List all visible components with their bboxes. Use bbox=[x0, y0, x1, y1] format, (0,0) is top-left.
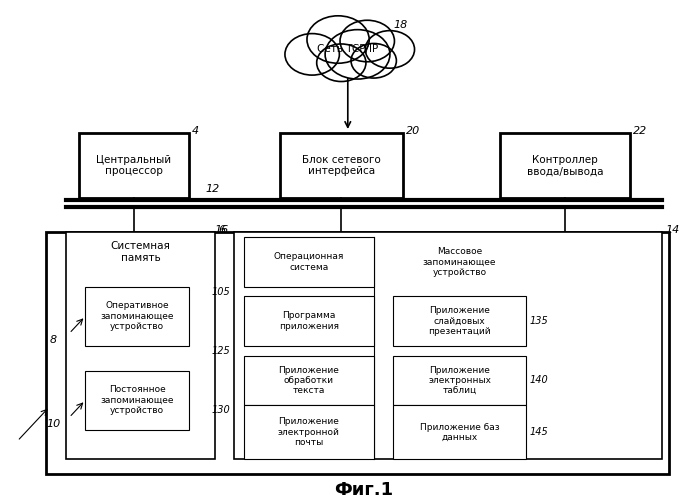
Text: Сеть TCP/IP: Сеть TCP/IP bbox=[317, 44, 378, 54]
Bar bbox=[244, 405, 374, 460]
Bar bbox=[393, 356, 526, 405]
Text: 125: 125 bbox=[212, 346, 230, 356]
Bar bbox=[235, 232, 662, 460]
Circle shape bbox=[325, 30, 390, 79]
Text: 14: 14 bbox=[665, 224, 680, 234]
Bar bbox=[85, 370, 189, 430]
Bar bbox=[280, 134, 403, 198]
Text: 4: 4 bbox=[192, 126, 200, 136]
Text: 10: 10 bbox=[47, 419, 61, 429]
Bar bbox=[79, 134, 189, 198]
Circle shape bbox=[307, 16, 369, 63]
Bar bbox=[244, 237, 374, 286]
Text: Программа
приложения: Программа приложения bbox=[279, 312, 339, 331]
Bar bbox=[393, 296, 526, 346]
Text: Приложение
электронной
почты: Приложение электронной почты bbox=[278, 418, 340, 447]
Bar bbox=[393, 405, 526, 460]
Text: Системная
память: Системная память bbox=[111, 241, 171, 263]
Bar bbox=[244, 296, 374, 346]
Bar bbox=[500, 134, 630, 198]
Text: Контроллер
ввода/вывода: Контроллер ввода/вывода bbox=[526, 154, 603, 176]
Text: Постоянное
запоминающее
устройство: Постоянное запоминающее устройство bbox=[100, 386, 174, 415]
Circle shape bbox=[351, 44, 396, 78]
Text: 105: 105 bbox=[212, 286, 230, 296]
Text: Операционная
система: Операционная система bbox=[274, 252, 344, 272]
Text: 16: 16 bbox=[215, 224, 229, 234]
Text: Приложение
электронных
таблиц: Приложение электронных таблиц bbox=[428, 366, 491, 396]
Text: 12: 12 bbox=[205, 184, 219, 194]
Bar bbox=[66, 232, 215, 460]
Text: Оперативное
запоминающее
устройство: Оперативное запоминающее устройство bbox=[100, 302, 174, 331]
Circle shape bbox=[285, 34, 339, 75]
Text: 20: 20 bbox=[406, 126, 420, 136]
Text: 130: 130 bbox=[212, 405, 230, 415]
Text: 22: 22 bbox=[633, 126, 647, 136]
Text: 6: 6 bbox=[218, 224, 225, 234]
Bar bbox=[47, 232, 669, 474]
Bar bbox=[85, 286, 189, 346]
Circle shape bbox=[316, 44, 366, 82]
Text: 145: 145 bbox=[529, 428, 548, 438]
Text: Приложение
обработки
текста: Приложение обработки текста bbox=[279, 366, 339, 396]
Text: 135: 135 bbox=[529, 316, 548, 326]
Text: Фиг.1: Фиг.1 bbox=[334, 481, 394, 499]
Text: Приложение баз
данных: Приложение баз данных bbox=[420, 422, 499, 442]
Bar bbox=[244, 356, 374, 405]
Text: Приложение
слайдовых
презентаций: Приложение слайдовых презентаций bbox=[428, 306, 491, 336]
Bar bbox=[290, 34, 409, 62]
Text: 18: 18 bbox=[393, 20, 407, 30]
Circle shape bbox=[340, 20, 394, 62]
Text: 8: 8 bbox=[50, 335, 57, 345]
Text: Блок сетевого
интерфейса: Блок сетевого интерфейса bbox=[302, 154, 380, 176]
Circle shape bbox=[365, 30, 415, 68]
Text: Центральный
процессор: Центральный процессор bbox=[96, 154, 171, 176]
Text: 140: 140 bbox=[529, 376, 548, 386]
Text: Массовое
запоминающее
устройство: Массовое запоминающее устройство bbox=[423, 247, 496, 277]
